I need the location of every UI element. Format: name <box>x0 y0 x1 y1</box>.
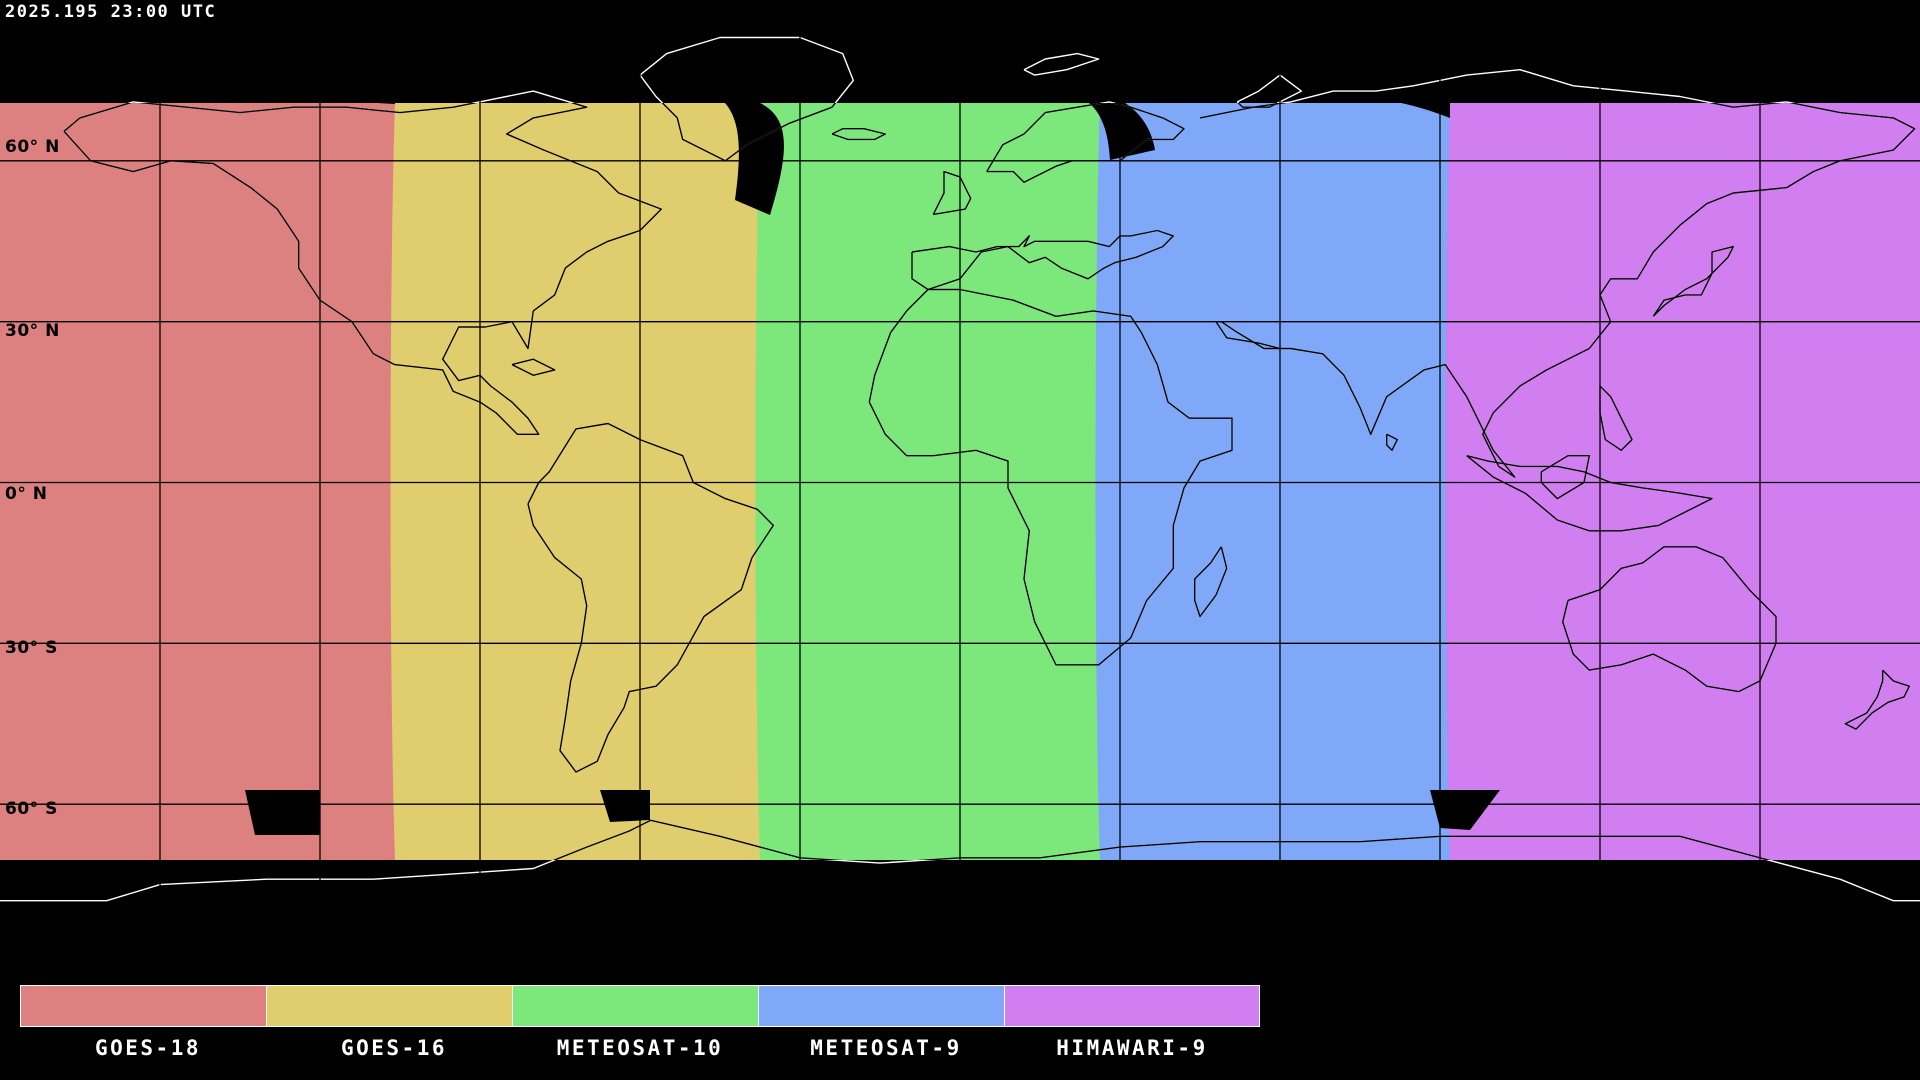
timestamp-label: 2025.195 23:00 UTC <box>5 2 217 22</box>
coastline-segment-14 <box>1023 52 1100 76</box>
coverage-trim-8 <box>1430 790 1500 830</box>
latitude-label-3: 30° S <box>5 638 58 658</box>
legend-item-himawari-9[interactable]: HIMAWARI-9 <box>1004 985 1260 1060</box>
legend-label-meteosat-9: METEOSAT-9 <box>810 1036 962 1060</box>
coastline-segment-inside-16 <box>1466 455 1713 532</box>
coastline-segment-inside-11 <box>1652 245 1734 317</box>
world-map[interactable]: 2025.195 23:00 UTC 60° N 30° N 0° N 30° S 60… <box>0 0 1920 965</box>
legend-swatch-meteosat-9 <box>758 985 1014 1027</box>
legend-label-goes-16: GOES-16 <box>340 1036 447 1060</box>
coverage-trim-3 <box>725 103 784 215</box>
coverage-region-meteosat-10 <box>755 103 1105 860</box>
legend-swatch-himawari-9 <box>1004 985 1260 1027</box>
coastline-segment-inside-13 <box>831 127 886 141</box>
coastline-segment-inside-4 <box>911 229 1174 291</box>
legend-label-himawari-9: HIMAWARI-9 <box>1056 1036 1208 1060</box>
legend-item-goes-18[interactable]: GOES-18 <box>20 985 276 1060</box>
coverage-trim-5 <box>1360 90 1450 118</box>
legend-item-goes-16[interactable]: GOES-16 <box>266 985 522 1060</box>
legend-swatch-goes-16 <box>266 985 522 1027</box>
legend-swatch-meteosat-10 <box>512 985 768 1027</box>
legend-label-meteosat-10: METEOSAT-10 <box>556 1036 724 1060</box>
legend-swatch-goes-18 <box>20 985 276 1027</box>
coastline-segment-inside-15 <box>1236 103 1302 108</box>
coastline-segment-inside-19 <box>1386 433 1398 451</box>
coverage-trim-6 <box>245 790 320 835</box>
coastline-segment-inside-5 <box>986 103 1185 183</box>
map-canvas <box>0 0 1920 965</box>
coverage-region-meteosat-9 <box>1095 103 1455 860</box>
coastline-segment-inside-2 <box>527 422 774 773</box>
coverage-trim-2 <box>0 97 395 104</box>
legend-label-goes-18: GOES-18 <box>94 1036 201 1060</box>
coastline-segment-inside-3 <box>868 288 1233 666</box>
latitude-label-4: 60° S <box>5 799 58 819</box>
coastline-segment-inside-17 <box>1599 385 1633 451</box>
coastline-segment-inside-8 <box>1562 546 1777 693</box>
coverage-region-goes-18 <box>0 103 400 860</box>
coastline-segment-inside-1 <box>639 103 854 162</box>
coverage-region-himawari-9 <box>1445 103 1920 860</box>
coverage-trim-7 <box>600 790 650 822</box>
latitude-label-2: 0° N <box>5 484 48 504</box>
legend-item-meteosat-9[interactable]: METEOSAT-9 <box>758 985 1014 1060</box>
graticule-layer <box>0 0 1920 965</box>
coastline-segment-inside-10 <box>1194 546 1228 618</box>
legend: GOES-18 GOES-16 METEOSAT-10 METEOSAT-9 HIMAW… <box>0 965 1920 1080</box>
legend-item-meteosat-10[interactable]: METEOSAT-10 <box>512 985 768 1060</box>
latitude-label-0: 60° N <box>5 137 60 157</box>
coastline-segment-inside-18 <box>511 358 556 376</box>
coverage-region-goes-16 <box>390 103 765 860</box>
coastline-segment-inside-9 <box>1844 669 1910 730</box>
latitude-label-1: 30° N <box>5 321 60 341</box>
coastline-segment-inside-0 <box>63 103 662 435</box>
